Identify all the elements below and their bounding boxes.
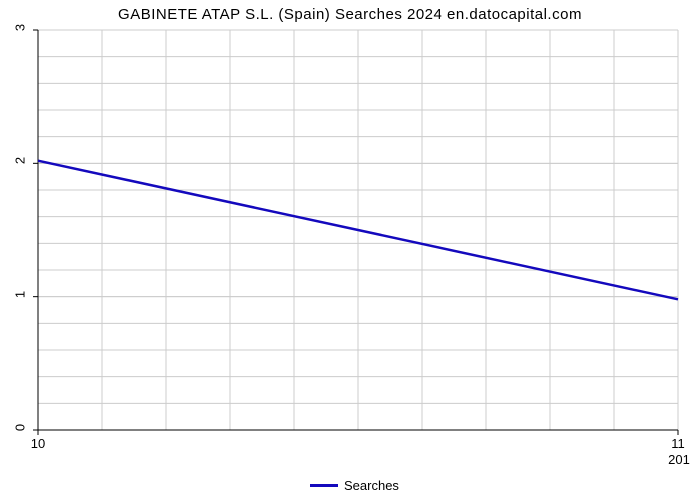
x-tick-label: 10	[28, 436, 48, 451]
y-tick-label: 3	[13, 18, 28, 38]
legend: Searches	[310, 478, 399, 493]
chart-plot	[0, 0, 700, 500]
legend-swatch	[310, 484, 338, 487]
y-tick-label: 0	[13, 418, 28, 438]
x-tick-label: 11	[668, 436, 688, 451]
y-tick-label: 2	[13, 151, 28, 171]
chart-container: GABINETE ATAP S.L. (Spain) Searches 2024…	[0, 0, 700, 500]
x-sub-label: 201	[664, 452, 694, 467]
legend-label: Searches	[344, 478, 399, 493]
y-tick-label: 1	[13, 284, 28, 304]
